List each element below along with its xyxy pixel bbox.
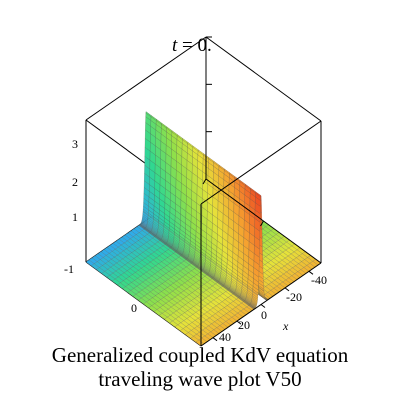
x-axis-label: x	[282, 319, 289, 333]
box-edge-top-back-left	[85, 36, 207, 121]
x-tick-label-0: 0	[261, 308, 267, 322]
box-edge-top-front-right	[200, 120, 322, 205]
z-tick-label-3: 3	[72, 137, 78, 151]
x-tick-label-neg20: -20	[286, 290, 302, 304]
title-variable: t	[172, 35, 178, 56]
wave-surface	[85, 111, 322, 347]
x-tick-mark	[308, 270, 314, 275]
y-tick-mark	[202, 178, 207, 185]
z-tick-label-1: 1	[72, 210, 78, 224]
x-tick-label-20: 20	[238, 318, 250, 332]
y-tick-label-neg1: -1	[64, 262, 74, 276]
x-tick-mark	[260, 304, 266, 308]
y-tick-label-0: 0	[131, 301, 137, 315]
x-tick-label-neg40: -40	[311, 273, 327, 287]
axis-ticks	[202, 36, 314, 342]
caption-line-2: traveling wave plot V50	[98, 367, 302, 391]
z-tick-label-2: 2	[72, 175, 78, 189]
x-tick-label-40: 40	[219, 330, 231, 344]
box-edge-top-front-left	[205, 36, 322, 122]
x-tick-mark	[212, 337, 218, 342]
x-tick-mark	[284, 287, 290, 292]
y-tick-mark	[260, 220, 264, 227]
caption-line-1: Generalized coupled KdV equation	[51, 343, 349, 367]
x-tick-mark	[236, 320, 242, 325]
